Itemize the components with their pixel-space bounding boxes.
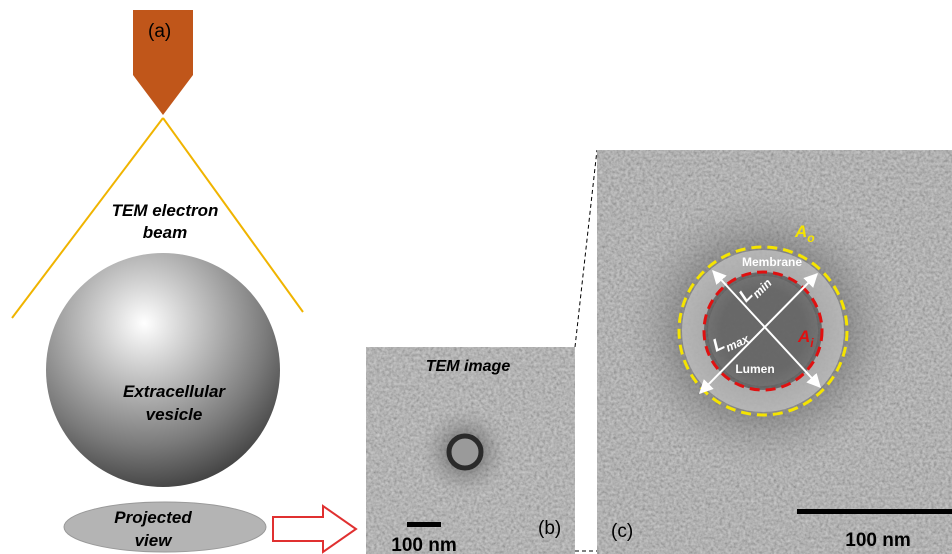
vesicle-image (449, 436, 481, 468)
scale-bar (797, 509, 952, 514)
panel-label: (c) (611, 521, 633, 542)
panel-label: (b) (538, 518, 561, 539)
projection-label: view (135, 531, 174, 550)
panel-label: (a) (148, 21, 171, 42)
arrow (273, 506, 356, 552)
scale-bar (407, 522, 441, 527)
figure: (a) TEM electron beam Extracellular vesi… (0, 0, 952, 554)
beam-label: beam (143, 223, 187, 242)
vesicle-label: Extracellular (123, 382, 226, 401)
beam-label: TEM electron (112, 201, 219, 220)
membrane-label: Membrane (742, 255, 802, 269)
zoom-line (575, 150, 597, 347)
tem-title: TEM image (426, 358, 511, 375)
scale-label: 100 nm (391, 535, 456, 554)
lumen-label: Lumen (735, 362, 774, 376)
scale-label: 100 nm (845, 530, 910, 551)
vesicle-sphere (46, 253, 280, 487)
projection-label: Projected (114, 508, 192, 527)
vesicle-label: vesicle (146, 405, 203, 424)
